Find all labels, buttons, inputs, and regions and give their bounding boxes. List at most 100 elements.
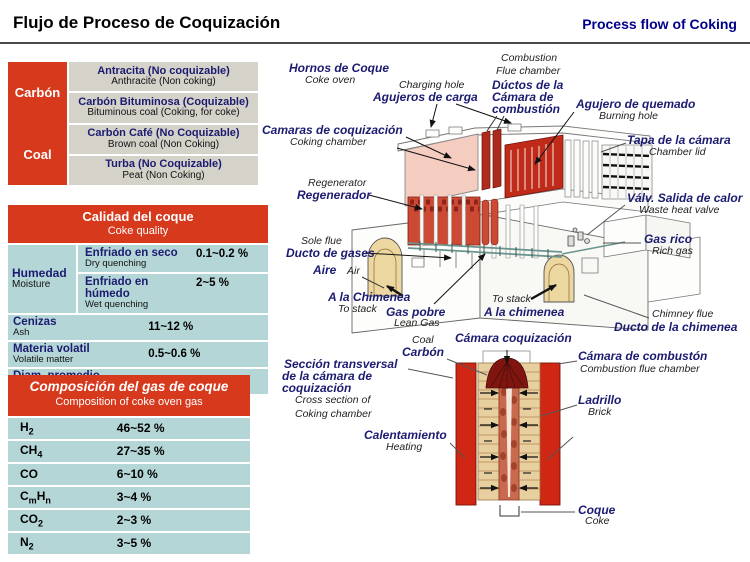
label-sole-flue-en: Sole flue xyxy=(301,235,342,247)
gas-value: 46~52 % xyxy=(116,421,165,436)
gas-formula: H2 xyxy=(20,419,34,437)
label-to-stack-left-en: To stack xyxy=(338,303,377,315)
label-ductos-es3: combustión xyxy=(492,102,560,116)
label-regenerator-es: Regenerador xyxy=(297,188,372,202)
coke-quality-title-en: Coke quality xyxy=(107,224,169,237)
label-brick-es: Ladrillo xyxy=(578,393,622,407)
label-sole-flue-es: Ducto de gases xyxy=(286,246,375,260)
label-to-stack-right-en: To stack xyxy=(492,293,531,305)
coal-row-en: Anthracite (Non coking) xyxy=(111,76,216,88)
label-coking-chamber-section-title: Cámara coquización xyxy=(455,331,572,345)
label-waste-heat-valve-en: Waste heat valve xyxy=(639,204,720,216)
label-chamber-lid-es: Tapa de la cámara xyxy=(627,133,731,147)
coke-quality-header: Calidad del coque Coke quality xyxy=(8,205,268,243)
coke-quality-title-es: Calidad del coque xyxy=(82,209,194,224)
label-coke-en: Coke xyxy=(585,515,610,527)
table-row: CO 6~10 % xyxy=(8,463,250,485)
gas-value: 2~3 % xyxy=(116,513,152,528)
label-heating-en: Heating xyxy=(386,441,423,453)
gas-value: 3~5 % xyxy=(116,536,152,551)
label-waste-heat-valve-es: Válv. Salida de calor xyxy=(627,191,743,205)
label-regenerator-en: Regenerator xyxy=(308,177,367,189)
label-coal-en: Coal xyxy=(412,334,434,346)
moisture-block: Humedad Moisture Enfriado en seco Dry qu… xyxy=(8,244,268,313)
table-row: Carbón Café (No Coquizable) Brown coal (… xyxy=(69,124,258,154)
coal-rows: Antracita (No coquizable) Anthracite (No… xyxy=(69,62,258,185)
wet-quenching-value: 2~5 % xyxy=(196,276,229,289)
cross-section-drawing xyxy=(455,350,561,517)
table-row: Cenizas Ash 11~12 % xyxy=(8,314,268,340)
ash-value: 11~12 % xyxy=(148,320,194,333)
moisture-rows: Enfriado en seco Dry quenching 0.1~0.2 %… xyxy=(78,244,268,313)
ash-es: Cenizas xyxy=(13,315,57,328)
label-coke-oven-es: Hornos de Coque xyxy=(289,61,390,75)
coal-row-es: Antracita (No coquizable) xyxy=(97,64,230,77)
coke-quality-table: Calidad del coque Coke quality Humedad M… xyxy=(8,205,268,394)
label-charging-hole-en: Charging hole xyxy=(399,79,465,91)
table-row: H2 46~52 % xyxy=(8,417,250,439)
label-lean-gas-en: Lean Gas xyxy=(394,317,440,329)
gas-value: 3~4 % xyxy=(116,490,152,505)
coal-row-en: Brown coal (Non Coking) xyxy=(107,138,220,150)
page-title-english: Process flow of Coking xyxy=(582,16,737,32)
label-combustion-flue-en1: Combustion xyxy=(501,52,558,64)
ash-en: Ash xyxy=(13,327,30,339)
gas-formula: CH4 xyxy=(20,442,43,460)
label-charging-hole-es: Agujeros de carga xyxy=(373,90,478,104)
leader-lines xyxy=(361,103,650,513)
table-row: Enfriado en húmedo Wet quenching 2~5 % xyxy=(78,273,268,313)
label-cross-section-en2: Coking chamber xyxy=(295,408,372,420)
label-coke-oven-en: Coke oven xyxy=(305,74,356,86)
moisture-en: Moisture xyxy=(12,278,51,290)
label-brick-en: Brick xyxy=(588,406,612,418)
gas-value: 27~35 % xyxy=(116,444,165,459)
dry-quenching-value: 0.1~0.2 % xyxy=(196,247,249,260)
dry-quenching-es: Enfriado en seco xyxy=(85,246,178,259)
label-heating-es: Calentamiento xyxy=(364,428,447,442)
coal-row-en: Peat (Non Coking) xyxy=(122,169,205,181)
label-chimney-flue-en: Chimney flue xyxy=(652,308,714,320)
table-row: Carbón Bituminosa (Coquizable) Bituminou… xyxy=(69,93,258,123)
label-combustion-chamber-en: Combustion flue chamber xyxy=(580,363,700,375)
gas-title-es: Composición del gas de coque xyxy=(29,379,229,394)
coal-row-es: Carbón Café (No Coquizable) xyxy=(87,127,240,140)
gas-rows: H2 46~52 % CH4 27~35 % CO 6~10 % CmHn 3~… xyxy=(8,417,250,554)
gas-value: 6~10 % xyxy=(116,467,158,482)
label-rich-gas-en: Rich gas xyxy=(652,245,693,257)
gas-formula: N2 xyxy=(20,534,34,552)
label-coking-chamber-es: Camaras de coquización xyxy=(262,123,403,137)
label-cross-section-en1: Cross section of xyxy=(295,394,371,406)
label-coking-chamber-en: Coking chamber xyxy=(290,136,367,148)
moisture-label-cell: Humedad Moisture xyxy=(8,244,76,313)
label-ductos-es1: Dúctos de la xyxy=(492,78,564,92)
coke-quality-body: Humedad Moisture Enfriado en seco Dry qu… xyxy=(8,244,268,394)
gas-formula: CmHn xyxy=(20,488,51,506)
table-row: Antracita (No coquizable) Anthracite (No… xyxy=(69,62,258,92)
volatile-matter-value: 0.5~0.6 % xyxy=(148,347,201,360)
label-combustion-chamber-es: Cámara de combustón xyxy=(578,349,708,363)
table-row: CH4 27~35 % xyxy=(8,440,250,462)
label-to-stack-left-es: A la Chimenea xyxy=(328,290,411,304)
wet-quenching-en: Wet quenching xyxy=(85,298,149,310)
label-burning-hole-es: Agujero de quemado xyxy=(576,97,696,111)
table-row: Enfriado en seco Dry quenching 0.1~0.2 % xyxy=(78,244,268,272)
label-combustion-flue-en2: Flue chamber xyxy=(496,65,561,77)
volatile-matter-en: Volatile matter xyxy=(13,354,74,366)
label-cross-section-es3: coquización xyxy=(282,381,352,395)
wet-quenching-es: Enfriado en húmedo xyxy=(85,275,149,300)
gas-composition-header: Composición del gas de coque Composition… xyxy=(8,375,250,416)
coal-row-es: Carbón Bituminosa (Coquizable) xyxy=(78,95,249,108)
label-cross-section-es2: de la cámara de xyxy=(282,369,373,383)
table-row: CmHn 3~4 % xyxy=(8,486,250,508)
label-air-en: Air xyxy=(347,265,360,277)
label-coke-es: Coque xyxy=(578,503,616,517)
waste-heat-valve xyxy=(567,227,590,247)
coal-side-cell: Carbón Coal xyxy=(8,62,67,185)
coal-types-table: Carbón Coal Antracita (No coquizable) An… xyxy=(8,62,258,185)
label-chimney-flue-es: Ducto de la chimenea xyxy=(614,320,738,334)
gas-composition-table: Composición del gas de coque Composition… xyxy=(8,375,250,554)
label-lean-gas-es: Gas pobre xyxy=(386,305,446,319)
label-rich-gas-es: Gas rico xyxy=(644,232,693,246)
gas-formula: CO xyxy=(20,467,38,482)
